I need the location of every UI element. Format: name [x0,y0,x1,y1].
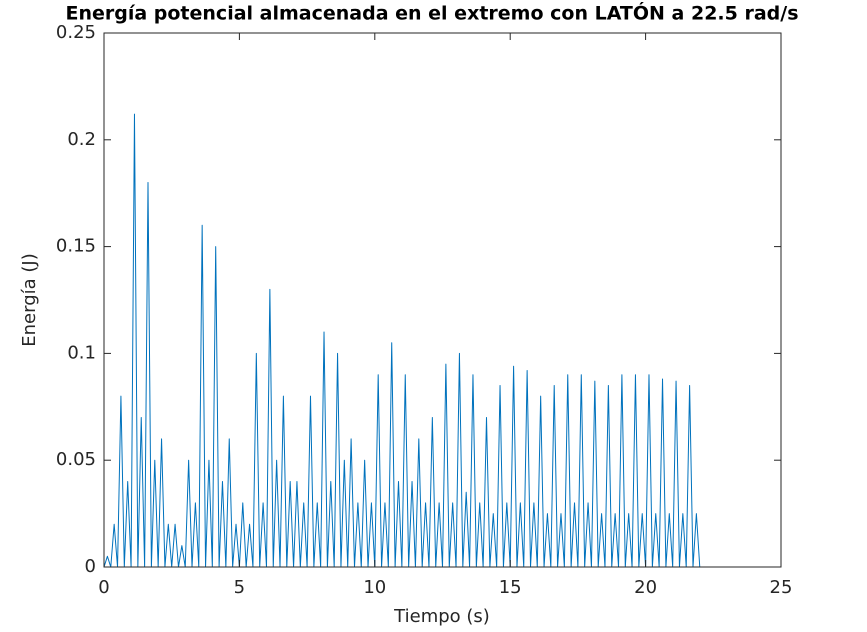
y-tick-label: 0.2 [67,129,96,150]
x-axis-label: Tiempo (s) [393,606,490,627]
x-tick-label: 0 [98,577,109,598]
x-tick-label: 20 [634,577,657,598]
y-tick-label: 0 [85,556,96,577]
x-tick-label: 10 [363,577,386,598]
y-tick-label: 0.25 [56,22,96,43]
x-tick-label: 15 [499,577,522,598]
plot-frame [103,32,782,568]
x-tick-label: 5 [234,577,245,598]
x-tick-label: 25 [770,577,793,598]
y-tick-label: 0.1 [67,342,96,363]
chart-title: Energía potencial almacenada en el extre… [65,1,798,25]
y-tick-label: 0.15 [56,236,96,257]
y-tick-label: 0.05 [56,449,96,470]
y-axis-label: Energía (J) [19,253,40,346]
